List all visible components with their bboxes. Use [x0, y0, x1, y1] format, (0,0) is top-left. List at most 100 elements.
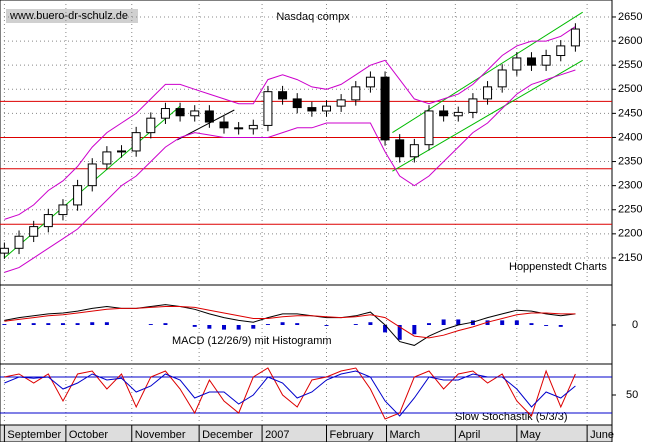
y-tick-label: 2450: [618, 107, 642, 119]
candle-body: [365, 76, 375, 88]
candle-body: [43, 214, 53, 228]
candle-body: [117, 150, 127, 153]
histogram-bar: [222, 325, 227, 330]
candle-body: [146, 117, 156, 134]
candle-body: [73, 185, 83, 206]
time-axis: [0, 424, 613, 442]
y-tick-label: 2650: [618, 11, 642, 23]
stochastic-line: [4, 370, 576, 417]
candle-body: [278, 91, 288, 100]
histogram-bar: [90, 322, 95, 325]
macd-line: [4, 306, 576, 339]
histogram-bar: [207, 325, 212, 329]
histogram-bar: [163, 323, 168, 325]
histogram-bar: [500, 320, 505, 325]
y-tick-label: 2200: [618, 228, 642, 240]
candle-body: [248, 124, 258, 130]
histogram-bar: [383, 325, 388, 333]
candle-body: [87, 163, 97, 187]
histogram-bar: [265, 324, 270, 325]
stoch-title: Slow Stochastik (5/3/3): [455, 411, 568, 423]
source-box: [6, 9, 138, 23]
histogram-bar: [192, 325, 197, 327]
y-tick-label: 50: [626, 389, 638, 401]
histogram-bar: [456, 319, 461, 325]
candle-body: [14, 235, 24, 249]
candle-body: [380, 76, 390, 141]
y-tick-label: 2600: [618, 35, 642, 47]
candle-body: [219, 121, 229, 129]
histogram-bar: [60, 323, 65, 325]
chart-title: Nasdaq compx: [276, 11, 350, 23]
candle-body: [29, 226, 39, 237]
credit: Hoppenstedt Charts: [509, 261, 607, 273]
histogram-bar: [368, 322, 373, 325]
histogram-bar: [514, 320, 519, 325]
y-tick-label: 2150: [618, 252, 642, 264]
candle-body: [102, 151, 112, 165]
candle-body: [0, 247, 9, 254]
candle-body: [321, 105, 331, 112]
candle-body: [497, 69, 507, 88]
x-tick-label: November: [135, 429, 186, 441]
x-tick-label: March: [390, 429, 421, 441]
histogram-bar: [558, 325, 563, 327]
histogram-bar: [251, 325, 256, 329]
source: www.buero-dr-schulz.de: [9, 10, 128, 22]
candle-body: [204, 110, 214, 123]
x-tick-label: October: [69, 429, 108, 441]
x-tick-label: December: [202, 429, 253, 441]
histogram-bar: [324, 325, 329, 326]
x-tick-label: June: [590, 429, 614, 441]
histogram-bar: [148, 324, 153, 325]
macd-title: MACD (12/26/9) mit Histogramm: [172, 335, 332, 347]
candle-body: [570, 28, 580, 47]
bollinger-band: [4, 69, 576, 273]
candle-body: [541, 55, 551, 66]
candle-body: [468, 98, 478, 113]
bollinger-band: [4, 26, 576, 220]
candle-body: [512, 57, 522, 71]
histogram-bar: [46, 323, 51, 325]
trend-line: [392, 11, 583, 134]
x-tick-label: May: [520, 429, 541, 441]
x-tick-label: September: [7, 429, 61, 441]
histogram-bar: [412, 325, 417, 335]
trend-line: [392, 59, 583, 172]
y-tick-label: 2300: [618, 180, 642, 192]
candle-body: [556, 45, 566, 57]
candle-body: [439, 110, 449, 117]
histogram-bar: [17, 323, 22, 325]
candle-body: [526, 57, 536, 66]
x-tick-label: February: [329, 429, 374, 441]
candle-body: [234, 127, 244, 130]
histogram-bar: [426, 323, 431, 325]
y-tick-label: 2550: [618, 59, 642, 71]
histogram-bar: [280, 322, 285, 325]
candle-body: [292, 98, 302, 109]
stochastic-line: [4, 367, 576, 420]
histogram-bar: [236, 325, 241, 330]
y-tick-label: 0: [632, 319, 638, 331]
candle-body: [351, 86, 361, 101]
x-tick-label: April: [458, 429, 480, 441]
candle-body: [131, 132, 141, 152]
candle-body: [409, 144, 419, 158]
candle-body: [336, 99, 346, 107]
candle-body: [424, 110, 434, 146]
histogram-bar: [397, 325, 402, 340]
histogram-bar: [441, 319, 446, 325]
histogram-bar: [104, 322, 109, 325]
candle-body: [190, 110, 200, 117]
y-tick-label: 2250: [618, 204, 642, 216]
y-tick-label: 2400: [618, 131, 642, 143]
histogram-bar: [544, 325, 549, 326]
candle-body: [263, 91, 273, 126]
candle-body: [395, 139, 405, 158]
histogram-bar: [31, 323, 36, 325]
histogram-bar: [2, 324, 7, 325]
candle-body: [58, 204, 68, 216]
candle-body: [160, 108, 170, 119]
y-tick-label: 2350: [618, 155, 642, 167]
